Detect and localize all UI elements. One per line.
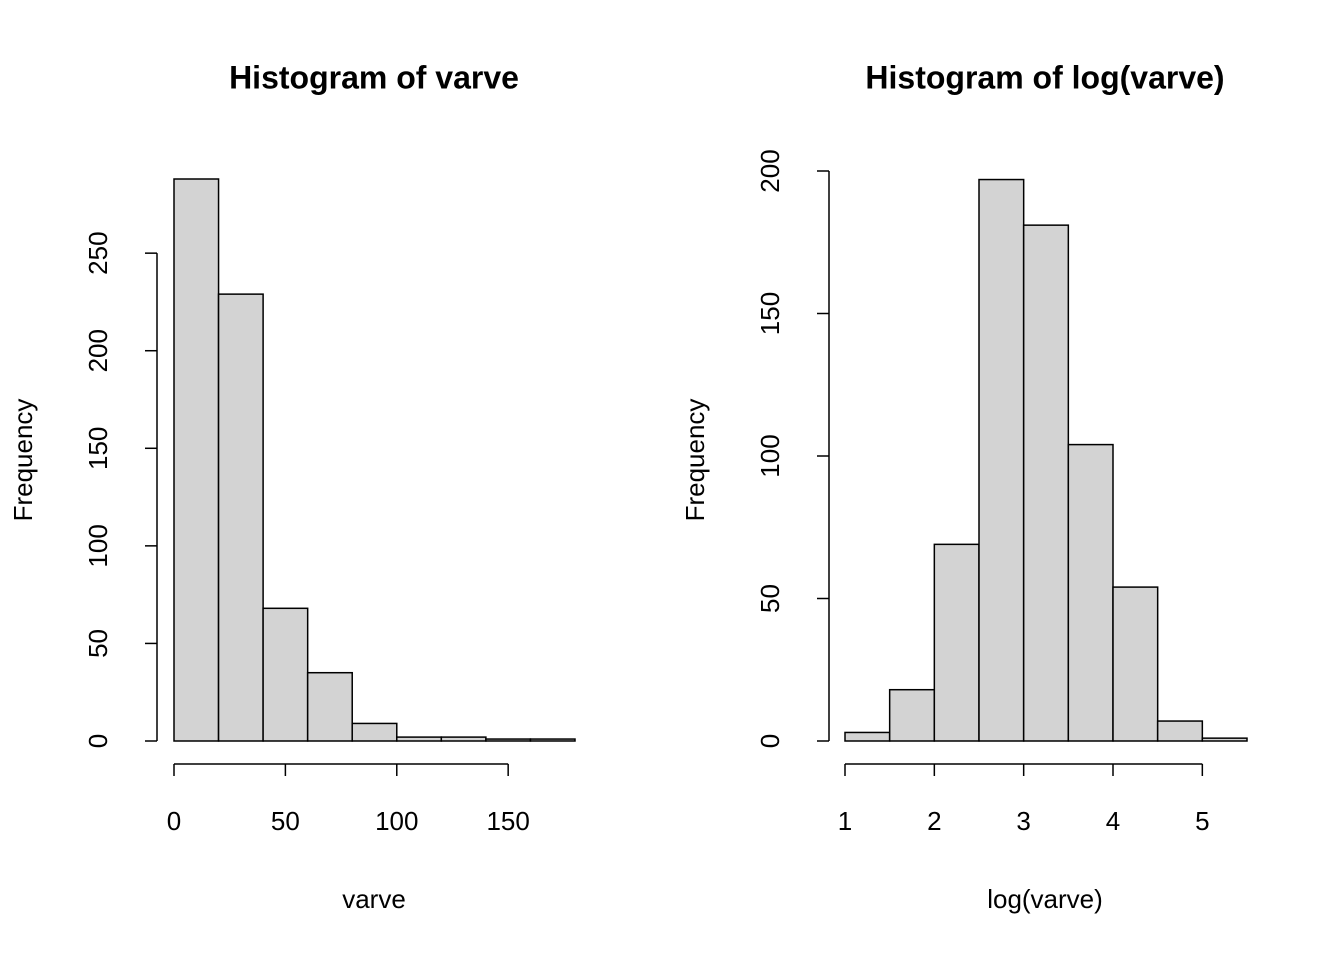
bar: [217, 293, 264, 742]
x-tick-label: 150: [486, 806, 529, 836]
y-tick-label: 200: [83, 329, 113, 372]
bar: [529, 738, 576, 742]
y-tick-label: 100: [755, 434, 785, 477]
x-tick-label: 100: [375, 806, 418, 836]
x-tick-label: 0: [167, 806, 181, 836]
bar: [1156, 720, 1204, 742]
y-axis-label: Frequency: [680, 399, 710, 522]
y-tick-label: 0: [83, 734, 113, 748]
x-tick-label: 4: [1106, 806, 1120, 836]
bar: [173, 178, 220, 742]
bar: [1201, 737, 1248, 742]
bar: [262, 607, 309, 742]
x-tick-label: 5: [1195, 806, 1209, 836]
bar: [440, 736, 487, 742]
y-tick-label: 50: [83, 629, 113, 658]
bar: [844, 731, 891, 742]
bar: [1112, 586, 1159, 742]
x-tick-label: 1: [838, 806, 852, 836]
bar: [351, 722, 398, 742]
y-tick-label: 250: [83, 231, 113, 274]
bar: [306, 671, 353, 742]
y-tick-label: 100: [83, 524, 113, 567]
chart-title: Histogram of log(varve): [865, 59, 1224, 95]
y-tick-label: 150: [83, 427, 113, 470]
bar: [1022, 224, 1070, 742]
bar: [1067, 443, 1114, 742]
x-tick-label: 50: [271, 806, 300, 836]
x-tick-label: 3: [1016, 806, 1030, 836]
x-tick-label: 2: [927, 806, 941, 836]
bar: [933, 543, 980, 742]
y-axis-label: Frequency: [8, 399, 38, 522]
x-axis-label: varve: [342, 884, 406, 914]
y-tick-label: 50: [755, 584, 785, 613]
chart-title: Histogram of varve: [229, 59, 519, 95]
bar: [396, 736, 443, 742]
bar: [485, 738, 532, 742]
bar: [888, 688, 936, 742]
bar: [978, 178, 1025, 742]
y-tick-label: 150: [755, 292, 785, 335]
x-axis-label: log(varve): [987, 884, 1103, 914]
y-tick-label: 200: [755, 149, 785, 192]
y-tick-label: 0: [755, 734, 785, 748]
